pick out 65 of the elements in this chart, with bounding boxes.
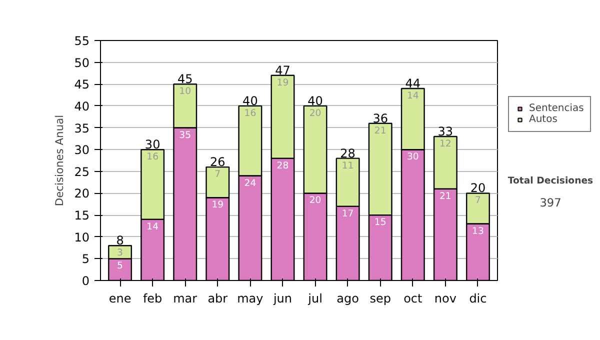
data-label: 20 [309, 108, 322, 119]
data-label: 20 [309, 195, 322, 206]
data-label: 21 [374, 125, 386, 136]
x-tick-label: sep [370, 292, 391, 306]
x-tick-label: nov [434, 292, 456, 306]
data-label: 7 [475, 195, 482, 206]
y-tick-label: 15 [74, 208, 90, 223]
y-tick-label: 40 [74, 99, 90, 114]
total-label: 33 [438, 124, 454, 138]
y-tick-label: 0 [82, 274, 90, 288]
data-label: 12 [440, 138, 452, 150]
data-label: 14 [406, 90, 419, 102]
data-label: 21 [440, 190, 452, 202]
y-tick-label: 30 [74, 143, 90, 158]
data-label: 19 [276, 77, 289, 88]
total-label: 36 [372, 111, 388, 126]
total-label: 8 [116, 234, 124, 248]
y-tick-label: 5 [82, 252, 90, 266]
data-label: 3 [117, 248, 124, 259]
x-tick-label: ene [108, 292, 132, 306]
total-label: 47 [275, 63, 290, 78]
x-tick-label: feb [142, 292, 162, 306]
data-label: 14 [146, 221, 159, 232]
total-label: 40 [242, 94, 258, 108]
y-tick-label: 25 [74, 164, 90, 179]
total-label: 45 [177, 72, 193, 86]
legend-label: Sentencias [529, 103, 584, 114]
legend-label: Autos [529, 114, 558, 125]
total-label: 28 [340, 146, 356, 160]
total-label: 20 [470, 181, 486, 196]
total-label: 40 [308, 94, 323, 108]
x-tick-label: jul [307, 292, 322, 306]
x-tick-label: jun [272, 292, 292, 306]
data-label: 15 [374, 217, 386, 228]
data-label: 30 [406, 152, 419, 163]
y-tick-label: 10 [74, 230, 90, 244]
data-label: 35 [179, 130, 192, 141]
x-tick-label: abr [208, 292, 228, 306]
y-tick-label: 20 [74, 186, 90, 201]
data-label: 10 [179, 86, 192, 98]
data-label: 13 [472, 226, 484, 237]
y-tick-label: 50 [74, 56, 90, 70]
data-label: 16 [244, 108, 256, 119]
text: 397 [540, 196, 562, 210]
x-tick-label: dic [469, 292, 487, 306]
data-label: 7 [214, 169, 221, 180]
data-label: 24 [244, 178, 256, 189]
y-axis-title: Decisiones Anual [53, 114, 66, 206]
y-tick-label: 55 [74, 34, 90, 48]
total-label: 30 [144, 138, 160, 152]
data-label: 5 [117, 260, 124, 272]
data-label: 28 [276, 160, 289, 172]
data-label: 17 [342, 208, 354, 220]
text: Total Decisiones [508, 176, 594, 186]
x-tick-label: may [237, 292, 264, 306]
y-tick-label: 45 [74, 78, 90, 92]
total-label: 26 [210, 155, 226, 170]
x-tick-label: mar [173, 292, 198, 306]
total-label: 44 [405, 76, 421, 90]
data-label: 16 [146, 152, 159, 163]
x-tick-label: ago [336, 292, 359, 306]
data-label: 19 [212, 200, 224, 211]
data-label: 11 [342, 160, 354, 172]
y-tick-label: 35 [74, 121, 90, 136]
x-tick-label: oct [404, 292, 423, 306]
